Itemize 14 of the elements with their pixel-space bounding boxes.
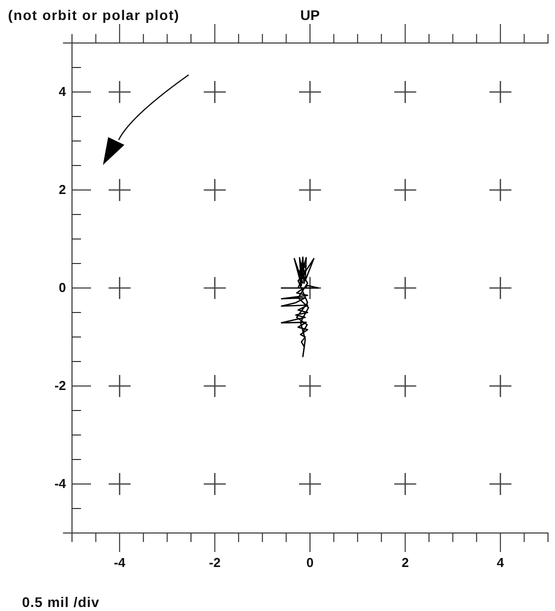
line-series xyxy=(280,256,320,358)
y-tick-label: -2 xyxy=(54,378,66,394)
x-tick-label: -4 xyxy=(114,555,126,570)
chart-title: (not orbit or polar plot) xyxy=(8,7,180,23)
x-tick-label: 4 xyxy=(496,555,505,570)
y-tick-label: 0 xyxy=(58,280,66,296)
y-tick-label: 4 xyxy=(58,84,67,100)
y-tick-label: -4 xyxy=(54,476,67,492)
y-tick-label: 2 xyxy=(58,182,66,198)
x-tick-label: 2 xyxy=(402,555,409,570)
text: UP xyxy=(300,7,320,23)
x-tick-label: -2 xyxy=(209,555,221,570)
x-tick-label: 0 xyxy=(306,555,314,570)
text: 0.5 mil /div xyxy=(22,594,100,610)
